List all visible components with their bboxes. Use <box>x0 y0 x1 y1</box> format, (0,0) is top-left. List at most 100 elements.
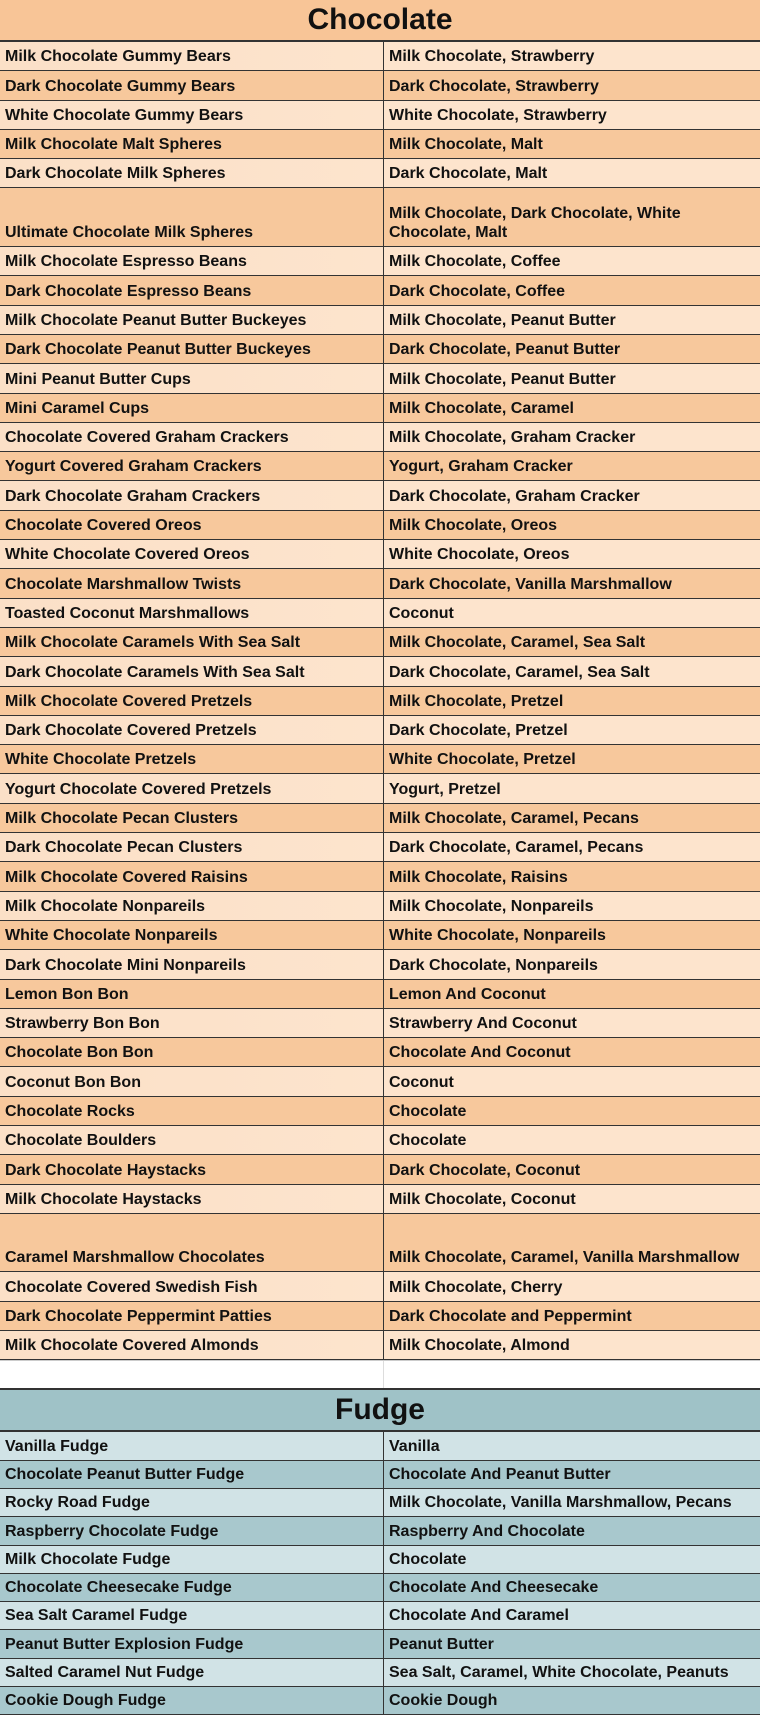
item-name-cell: Milk Chocolate Nonpareils <box>0 891 384 920</box>
blank-row <box>0 1360 760 1389</box>
table-row: Chocolate Covered Graham Crackers Milk Ch… <box>0 422 760 453</box>
table-row: Milk Chocolate Gummy Bears Milk Chocolate… <box>0 42 760 72</box>
item-name-cell: Peanut Butter Explosion Fudge <box>0 1630 384 1658</box>
item-flavors-cell: Milk Chocolate, Coffee <box>389 253 561 271</box>
item-name-cell: Milk Chocolate Haystacks <box>0 1184 384 1213</box>
table-row: Milk Chocolate Covered Pretzels Milk Choc… <box>0 686 760 716</box>
item-flavors-cell: Dark Chocolate, Coconut <box>389 1161 581 1179</box>
item-name-cell: Milk Chocolate Fudge <box>0 1545 384 1573</box>
item-name-cell: Chocolate Covered Oreos <box>0 510 384 540</box>
item-name-cell: Chocolate Covered Graham Crackers <box>0 422 384 452</box>
item-name-cell: Chocolate Marshmallow Twists <box>0 569 384 598</box>
item-name-cell: Milk Chocolate Covered Pretzels <box>0 686 384 715</box>
item-flavors-cell: Chocolate And Caramel <box>389 1607 569 1625</box>
table-row: White Chocolate Pretzels White Chocolate,… <box>0 745 760 775</box>
item-flavors-cell: Raspberry And Chocolate <box>389 1522 585 1540</box>
item-name-cell: Lemon Bon Bon <box>0 979 384 1008</box>
item-name-cell: Caramel Marshmallow Chocolates <box>0 1213 384 1272</box>
item-flavors-cell: Dark Chocolate, Caramel, Pecans <box>389 839 644 857</box>
table-row: Dark Chocolate Espresso Beans Dark Chocol… <box>0 276 760 306</box>
item-flavors-cell: Dark Chocolate, Pretzel <box>389 722 568 740</box>
chocolate-section: Chocolate Milk Chocolate Gummy Bears Milk… <box>0 0 760 1361</box>
item-flavors-cell: Milk Chocolate, Cherry <box>389 1278 563 1296</box>
table-row: Dark Chocolate Caramels With Sea Salt Dar… <box>0 657 760 687</box>
table-row: Milk Chocolate Haystacks Milk Chocolate, … <box>0 1184 760 1214</box>
item-name-cell: Mini Caramel Cups <box>0 393 384 422</box>
item-flavors-cell: Chocolate And Peanut Butter <box>389 1465 611 1483</box>
item-name-cell: Dark Chocolate Peanut Butter Buckeyes <box>0 334 384 364</box>
item-flavors-cell: Milk Chocolate, Caramel, Sea Salt <box>389 634 646 652</box>
table-row: Cookie Dough Fudge Cookie Dough <box>0 1687 760 1715</box>
fudge-table: Vanilla Fudge Vanilla Chocolate Peanut But… <box>0 1432 760 1715</box>
item-flavors-cell: Chocolate And Coconut <box>389 1044 571 1062</box>
item-name-cell: Milk Chocolate Malt Spheres <box>0 129 384 159</box>
table-row: Chocolate Covered Oreos Milk Chocolate, O… <box>0 510 760 541</box>
item-flavors-cell: Milk Chocolate, Caramel, Vanilla Marshma… <box>389 1249 740 1267</box>
table-row: Dark Chocolate Milk Spheres Dark Chocolat… <box>0 159 760 189</box>
blank-cell <box>384 1361 760 1388</box>
item-name-cell: Raspberry Chocolate Fudge <box>0 1517 384 1545</box>
table-row: White Chocolate Nonpareils White Chocolat… <box>0 920 760 951</box>
item-name-cell: Dark Chocolate Gummy Bears <box>0 71 384 100</box>
item-flavors-cell: Yogurt, Graham Cracker <box>389 458 573 476</box>
table-row: Coconut Bon Bon Coconut <box>0 1067 760 1097</box>
item-name-cell: Coconut Bon Bon <box>0 1067 384 1096</box>
item-name-cell: Chocolate Rocks <box>0 1096 384 1125</box>
item-flavors-cell: Milk Chocolate, Peanut Butter <box>389 311 616 329</box>
item-flavors-cell: Strawberry And Coconut <box>389 1015 577 1033</box>
item-flavors-cell: Dark Chocolate, Graham Cracker <box>389 487 640 505</box>
table-row: Vanilla Fudge Vanilla <box>0 1432 760 1461</box>
item-name-cell: Dark Chocolate Caramels With Sea Salt <box>0 657 384 686</box>
table-row: Milk Chocolate Peanut Butter Buckeyes Mil… <box>0 305 760 335</box>
item-name-cell: Milk Chocolate Caramels With Sea Salt <box>0 627 384 657</box>
table-row: Caramel Marshmallow Chocolates Milk Choco… <box>0 1213 760 1273</box>
table-row: Rocky Road Fudge Milk Chocolate, Vanilla … <box>0 1488 760 1518</box>
table-row: Milk Chocolate Covered Almonds Milk Choco… <box>0 1331 760 1361</box>
table-row: Milk Chocolate Caramels With Sea Salt Mil… <box>0 627 760 658</box>
item-flavors-cell: Dark Chocolate, Nonpareils <box>389 956 598 974</box>
table-row: Mini Peanut Butter Cups Milk Chocolate, P… <box>0 364 760 394</box>
table-row: Sea Salt Caramel Fudge Chocolate And Cara… <box>0 1602 760 1631</box>
table-row: Milk Chocolate Pecan Clusters Milk Chocol… <box>0 803 760 834</box>
item-flavors-cell: Dark Chocolate, Caramel, Sea Salt <box>389 663 650 681</box>
item-flavors-cell: Milk Chocolate, Coconut <box>389 1190 576 1208</box>
item-name-cell: Chocolate Bon Bon <box>0 1038 384 1067</box>
item-flavors-cell: White Chocolate, Nonpareils <box>389 927 606 945</box>
table-row: Chocolate Cheesecake Fudge Chocolate And … <box>0 1573 760 1603</box>
item-name-cell: Chocolate Cheesecake Fudge <box>0 1573 384 1602</box>
item-flavors-cell: Milk Chocolate, Malt <box>389 136 543 154</box>
item-name-cell: Cookie Dough Fudge <box>0 1687 384 1715</box>
item-flavors-cell: Coconut <box>389 604 454 622</box>
table-row: Salted Caramel Nut Fudge Sea Salt, Carame… <box>0 1658 760 1688</box>
chocolate-table: Milk Chocolate Gummy Bears Milk Chocolate… <box>0 42 760 1361</box>
item-name-cell: White Chocolate Gummy Bears <box>0 100 384 129</box>
item-flavors-cell: Dark Chocolate, Malt <box>389 165 548 183</box>
table-row: Chocolate Marshmallow Twists Dark Chocola… <box>0 569 760 599</box>
item-name-cell: Milk Chocolate Espresso Beans <box>0 247 384 276</box>
item-flavors-cell: Dark Chocolate, Strawberry <box>389 77 599 95</box>
item-name-cell: Dark Chocolate Espresso Beans <box>0 276 384 305</box>
table-row: Dark Chocolate Peppermint Patties Dark Ch… <box>0 1301 760 1332</box>
fudge-section: Fudge Vanilla Fudge Vanilla Chocolate Pean… <box>0 1388 760 1715</box>
item-flavors-cell: Chocolate <box>389 1102 467 1120</box>
table-row: Ultimate Chocolate Milk Spheres Milk Choc… <box>0 188 760 248</box>
item-name-cell: Chocolate Covered Swedish Fish <box>0 1272 384 1301</box>
item-name-cell: Milk Chocolate Covered Almonds <box>0 1331 384 1360</box>
item-flavors-cell: Chocolate <box>389 1132 467 1150</box>
table-row: Yogurt Covered Graham Crackers Yogurt, Gr… <box>0 452 760 482</box>
item-name-cell: Sea Salt Caramel Fudge <box>0 1602 384 1630</box>
chocolate-title: Chocolate <box>0 0 760 42</box>
item-flavors-cell: White Chocolate, Pretzel <box>389 751 576 769</box>
table-row: Toasted Coconut Marshmallows Coconut <box>0 598 760 628</box>
table-row: Milk Chocolate Espresso Beans Milk Chocol… <box>0 247 760 277</box>
item-name-cell: Yogurt Chocolate Covered Pretzels <box>0 774 384 803</box>
item-flavors-cell: Milk Chocolate, Peanut Butter <box>389 370 616 388</box>
table-row: Chocolate Peanut Butter Fudge Chocolate A… <box>0 1460 760 1489</box>
item-flavors-cell: Milk Chocolate, Nonpareils <box>389 897 594 915</box>
item-name-cell: Strawberry Bon Bon <box>0 1008 384 1038</box>
table-row: Lemon Bon Bon Lemon And Coconut <box>0 979 760 1009</box>
item-name-cell: Milk Chocolate Peanut Butter Buckeyes <box>0 305 384 334</box>
item-name-cell: Dark Chocolate Haystacks <box>0 1155 384 1184</box>
item-name-cell: Toasted Coconut Marshmallows <box>0 598 384 627</box>
item-flavors-cell: Milk Chocolate, Oreos <box>389 517 558 535</box>
